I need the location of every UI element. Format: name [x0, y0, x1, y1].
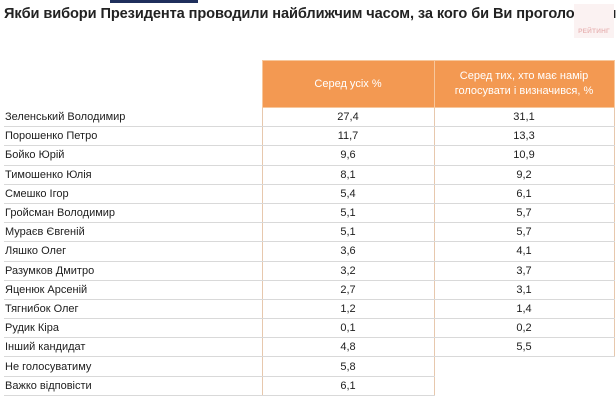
- table-body: Зеленський Володимир 27,4 31,1 Порошенко Пе…: [4, 107, 615, 396]
- header-blank-cell: [4, 61, 262, 108]
- candidate-name: Ляшко Олег: [4, 241, 262, 262]
- candidate-name: Смешко Ігор: [4, 184, 262, 204]
- table-row: Рудик Кіра 0,1 0,2: [4, 318, 615, 339]
- page-title: Якби вибори Президента проводили найближ…: [4, 6, 616, 22]
- percent-all: 27,4: [261, 107, 435, 128]
- percent-all: 3,2: [261, 261, 435, 281]
- table-row: Бойко Юрій 9,6 10,9: [4, 145, 615, 166]
- candidate-name: Важко відповісти: [4, 376, 262, 396]
- percent-decided: [434, 376, 614, 395]
- candidate-name: Бойко Юрій: [4, 145, 262, 166]
- percent-decided: 10,9: [434, 145, 615, 166]
- candidate-name: Гройсман Володимир: [4, 203, 262, 224]
- candidate-name: Інший кандидат: [4, 337, 262, 358]
- percent-decided: 1,4: [434, 299, 615, 320]
- rating-logo: РЕЙТИНГ: [574, 4, 614, 38]
- percent-decided: 3,1: [434, 280, 615, 300]
- percent-all: 11,7: [261, 126, 435, 147]
- percent-decided: 5,5: [434, 337, 615, 358]
- table-row: Важко відповісти 6,1: [4, 376, 614, 396]
- percent-all: 5,8: [261, 356, 435, 377]
- percent-all: 5,4: [261, 184, 435, 204]
- percent-all: 6,1: [261, 376, 435, 396]
- table-row: Смешко Ігор 5,4 6,1: [4, 184, 615, 204]
- percent-all: 0,1: [261, 318, 435, 339]
- top-accent-bar: [110, 0, 198, 3]
- percent-all: 3,6: [261, 241, 435, 262]
- candidate-name: Мураєв Євгеній: [4, 222, 262, 243]
- percent-all: 8,1: [261, 165, 435, 185]
- candidate-name: Разумков Дмитро: [4, 261, 262, 281]
- percent-decided: 4,1: [434, 241, 615, 262]
- candidate-name: Не голосуватиму: [4, 356, 262, 377]
- table-row: Зеленський Володимир 27,4 31,1: [4, 107, 615, 128]
- percent-all: 4,8: [261, 337, 435, 358]
- table-row: Не голосуватиму 5,8: [4, 356, 614, 377]
- candidate-name: Яценюк Арсеній: [4, 280, 262, 300]
- table-row: Інший кандидат 4,8 5,5: [4, 337, 615, 358]
- table-row: Мураєв Євгеній 5,1 5,7: [4, 222, 615, 243]
- table-row: Гройсман Володимир 5,1 5,7: [4, 203, 615, 224]
- candidate-name: Тягнибок Олег: [4, 299, 262, 320]
- table-row: Ляшко Олег 3,6 4,1: [4, 241, 615, 262]
- percent-all: 1,2: [261, 299, 435, 320]
- column-header-decided: Серед тих, хто має намір голосувати і ви…: [433, 60, 615, 108]
- table-row: Яценюк Арсеній 2,7 3,1: [4, 280, 615, 300]
- percent-all: 2,7: [261, 280, 435, 300]
- percent-decided: 0,2: [434, 318, 615, 339]
- table-row: Порошенко Петро 11,7 13,3: [4, 126, 615, 147]
- percent-decided: 31,1: [434, 107, 615, 128]
- percent-all: 5,1: [261, 203, 435, 224]
- candidate-name: Рудик Кіра: [4, 318, 262, 339]
- table-row: Тимошенко Юлія 8,1 9,2: [4, 165, 615, 185]
- table-row: Разумков Дмитро 3,2 3,7: [4, 261, 615, 281]
- column-header-all: Серед усіх %: [261, 60, 435, 108]
- percent-decided: [434, 357, 614, 376]
- candidate-name: Порошенко Петро: [4, 126, 262, 147]
- candidate-name: Тимошенко Юлія: [4, 165, 262, 185]
- percent-decided: 3,7: [434, 261, 615, 281]
- poll-results-table: Серед усіх % Серед тих, хто має намір го…: [4, 60, 615, 396]
- candidate-name: Зеленський Володимир: [4, 107, 262, 128]
- table-row: Тягнибок Олег 1,2 1,4: [4, 299, 615, 320]
- percent-decided: 5,7: [434, 222, 615, 243]
- percent-decided: 9,2: [434, 165, 615, 185]
- percent-all: 9,6: [261, 145, 435, 166]
- percent-decided: 5,7: [434, 203, 615, 224]
- table-header-row: Серед усіх % Серед тих, хто має намір го…: [4, 60, 615, 108]
- percent-decided: 6,1: [434, 184, 615, 204]
- percent-all: 5,1: [261, 222, 435, 243]
- percent-decided: 13,3: [434, 126, 615, 147]
